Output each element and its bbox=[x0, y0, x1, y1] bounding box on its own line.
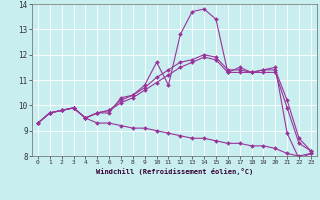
X-axis label: Windchill (Refroidissement éolien,°C): Windchill (Refroidissement éolien,°C) bbox=[96, 168, 253, 175]
